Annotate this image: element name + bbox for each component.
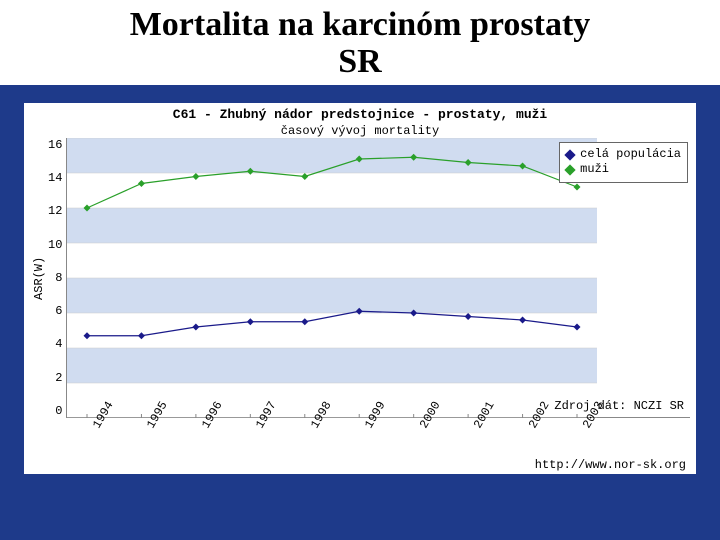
slide-title: Mortalita na karcinóm prostaty SR bbox=[0, 0, 720, 85]
data-source-text: Zdroj dát: NCZI SR bbox=[554, 399, 684, 413]
y-tick: 8 bbox=[48, 271, 62, 285]
y-axis-label: ASR(W) bbox=[30, 138, 48, 418]
chart-container: C61 - Zhubný nádor predstojnice - prosta… bbox=[24, 103, 696, 474]
y-axis-ticks: 16 14 12 10 8 6 4 2 0 bbox=[48, 138, 66, 418]
legend-label: muži bbox=[580, 162, 609, 178]
chart-svg bbox=[67, 138, 597, 418]
legend-label: celá populácia bbox=[580, 147, 681, 163]
y-tick: 16 bbox=[48, 138, 62, 152]
legend-item: muži bbox=[566, 162, 681, 178]
y-tick: 12 bbox=[48, 204, 62, 218]
y-tick: 10 bbox=[48, 238, 62, 252]
footer-url: http://www.nor-sk.org bbox=[30, 458, 690, 472]
chart-subtitle: časový vývoj mortality bbox=[30, 124, 690, 138]
slide-title-line2: SR bbox=[40, 43, 680, 80]
y-tick: 2 bbox=[48, 371, 62, 385]
legend-item: celá populácia bbox=[566, 147, 681, 163]
legend-marker-icon bbox=[565, 165, 576, 176]
y-tick: 14 bbox=[48, 171, 62, 185]
chart-title: C61 - Zhubný nádor predstojnice - prosta… bbox=[30, 107, 690, 122]
x-axis-ticks: 1994199519961997199819992000200120022003 bbox=[74, 418, 604, 458]
y-tick: 0 bbox=[48, 404, 62, 418]
slide-title-line1: Mortalita na karcinóm prostaty bbox=[40, 6, 680, 43]
y-tick: 6 bbox=[48, 304, 62, 318]
legend: celá populáciamuži bbox=[559, 142, 688, 183]
y-tick: 4 bbox=[48, 337, 62, 351]
legend-marker-icon bbox=[565, 149, 576, 160]
plot-area: celá populáciamuži Zdroj dát: NCZI SR bbox=[66, 138, 690, 418]
